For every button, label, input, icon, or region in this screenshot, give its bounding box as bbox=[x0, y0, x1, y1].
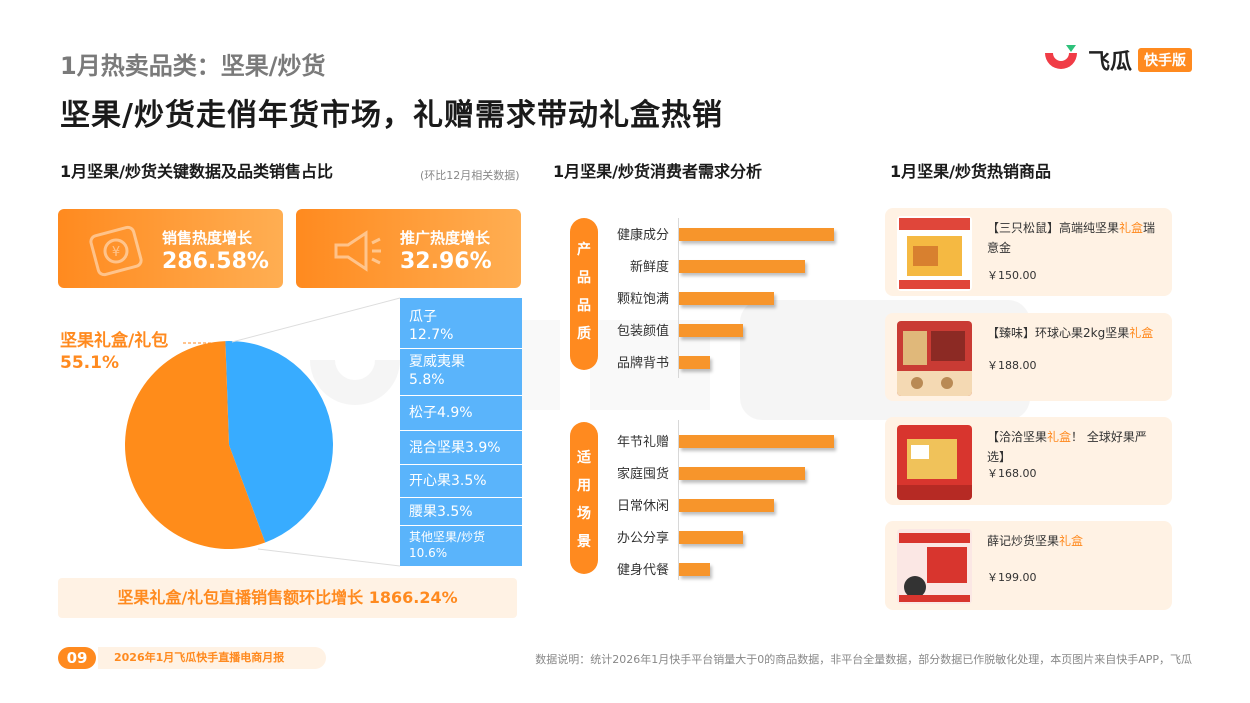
bar-label: 日常休闲 bbox=[616, 499, 669, 514]
product-title: 【三只松鼠】高端纯坚果礼盒瑞意金 bbox=[987, 221, 1156, 255]
product-title: 【洽洽坚果礼盒！ 全球好果严选】 bbox=[987, 430, 1147, 464]
product-image bbox=[897, 529, 972, 604]
pill-char: 场 bbox=[577, 506, 591, 522]
product-price: ￥199.00 bbox=[987, 571, 1037, 584]
bar-label: 家庭囤货 bbox=[616, 467, 669, 482]
zoom-line-bottom bbox=[257, 548, 401, 567]
product-image bbox=[897, 425, 972, 500]
product-card[interactable]: 【三只松鼠】高端纯坚果礼盒瑞意金 ￥150.00 bbox=[885, 208, 1172, 296]
bar bbox=[679, 292, 774, 305]
pill-char: 品 bbox=[577, 270, 591, 286]
left-section-note: (环比12月相关数据) bbox=[420, 169, 520, 182]
pill-char: 景 bbox=[577, 534, 591, 550]
product-image bbox=[897, 216, 972, 291]
feigua-logo-icon bbox=[1044, 45, 1077, 69]
legend-item-name: 松子4.9% bbox=[409, 405, 473, 421]
zoom-line-top bbox=[231, 297, 401, 343]
pie-callout: 坚果礼盒/礼包 55.1% bbox=[60, 330, 168, 374]
product-price: ￥168.00 bbox=[987, 467, 1037, 480]
feigua-logo: 飞瓜 快手版 bbox=[1042, 44, 1192, 76]
pill-char: 产 bbox=[577, 242, 591, 258]
bar-label: 品牌背书 bbox=[616, 356, 669, 371]
legend-item: 腰果3.5% bbox=[400, 498, 522, 526]
bar bbox=[679, 324, 743, 337]
kpi-card-sales-heat: ¥ 销售热度增长 286.58% bbox=[58, 209, 283, 288]
bar-label: 办公分享 bbox=[616, 531, 669, 546]
group-pill-product-quality: 产 品 品 质 bbox=[570, 218, 598, 370]
product-card[interactable]: 【臻味】环球心果2kg坚果礼盒 ￥188.00 bbox=[885, 313, 1172, 401]
legend-item-value: 5.8% bbox=[409, 372, 445, 388]
product-card[interactable]: 薛记炒货坚果礼盒 ￥199.00 bbox=[885, 521, 1172, 610]
legend-item-name: 瓜子 bbox=[409, 309, 437, 325]
bar bbox=[679, 228, 834, 241]
legend-item: 其他坚果/炒货 10.6% bbox=[400, 526, 522, 566]
category-pie-chart bbox=[125, 297, 401, 567]
legend-item: 开心果3.5% bbox=[400, 465, 522, 498]
legend-item: 混合坚果3.9% bbox=[400, 431, 522, 465]
bar-label: 健康成分 bbox=[616, 228, 669, 243]
pill-char: 适 bbox=[577, 450, 591, 466]
kpi-card-promo-heat: 推广热度增长 32.96% bbox=[296, 209, 521, 288]
bar bbox=[679, 563, 710, 576]
growth-banner: 坚果礼盒/礼包直播销售额环比增长 1866.24% bbox=[58, 578, 517, 618]
legend-item: 夏威夷果 5.8% bbox=[400, 349, 522, 396]
page-number: 09 bbox=[58, 647, 96, 669]
legend-item: 瓜子 12.7% bbox=[400, 298, 522, 349]
bar bbox=[679, 467, 805, 480]
logo-name: 飞瓜 bbox=[1087, 50, 1132, 75]
kpi-value: 32.96% bbox=[400, 249, 492, 274]
legend-item-name: 开心果3.5% bbox=[409, 473, 487, 489]
bar-label: 新鲜度 bbox=[629, 260, 669, 275]
money-icon: ¥ bbox=[89, 225, 143, 277]
pill-char: 质 bbox=[577, 326, 591, 342]
bar-label: 健身代餐 bbox=[616, 563, 669, 578]
bar-label: 颗粒饱满 bbox=[616, 292, 669, 307]
axis-line bbox=[678, 218, 679, 378]
legend-item-name: 腰果3.5% bbox=[409, 504, 473, 520]
report-name: 2026年1月飞瓜快手直播电商月报 bbox=[98, 647, 326, 669]
bar bbox=[679, 531, 743, 544]
pill-char: 品 bbox=[577, 298, 591, 314]
bar-label: 年节礼赠 bbox=[616, 435, 669, 450]
product-price: ￥188.00 bbox=[987, 359, 1037, 372]
bar bbox=[679, 356, 710, 369]
product-title: 【臻味】环球心果2kg坚果礼盒 bbox=[987, 326, 1154, 340]
svg-text:¥: ¥ bbox=[112, 245, 120, 260]
bar bbox=[679, 260, 805, 273]
legend-item-value: 12.7% bbox=[409, 327, 454, 343]
logo-badge: 快手版 bbox=[1138, 48, 1192, 72]
legend-item-value: 10.6% bbox=[409, 546, 448, 560]
pill-char: 用 bbox=[577, 478, 591, 494]
legend-item: 松子4.9% bbox=[400, 396, 522, 431]
bar bbox=[679, 499, 774, 512]
kpi-value: 286.58% bbox=[162, 249, 269, 274]
pie-slice-others bbox=[225, 341, 334, 543]
product-price: ￥150.00 bbox=[987, 269, 1037, 282]
legend-item-name: 混合坚果3.9% bbox=[409, 440, 501, 456]
axis-line bbox=[678, 420, 679, 580]
group-pill-usage-scene: 适 用 场 景 bbox=[570, 422, 598, 574]
kpi-label: 推广热度增长 bbox=[400, 229, 491, 247]
right-section-title: 1月坚果/炒货热销商品 bbox=[890, 162, 1051, 181]
pie-legend-panel: 瓜子 12.7% 夏威夷果 5.8% 松子4.9% 混合坚果3.9% 开心果3.… bbox=[400, 298, 522, 566]
product-image bbox=[897, 321, 972, 396]
middle-section-title: 1月坚果/炒货消费者需求分析 bbox=[553, 162, 762, 181]
kpi-label: 销售热度增长 bbox=[162, 229, 253, 247]
legend-item-name: 其他坚果/炒货 bbox=[409, 530, 486, 544]
product-card[interactable]: 【洽洽坚果礼盒！ 全球好果严选】 ￥168.00 bbox=[885, 417, 1172, 505]
pie-callout-name: 坚果礼盒/礼包 bbox=[60, 331, 169, 351]
legend-item-name: 夏威夷果 bbox=[409, 354, 465, 370]
page-title: 坚果/炒货走俏年货市场，礼赠需求带动礼盒热销 bbox=[60, 98, 723, 133]
left-section-title: 1月坚果/炒货关键数据及品类销售占比 bbox=[60, 162, 333, 181]
bar-label: 包装颜值 bbox=[616, 324, 669, 339]
pie-callout-value: 55.1% bbox=[60, 353, 119, 373]
megaphone-icon bbox=[334, 230, 381, 272]
bar bbox=[679, 435, 834, 448]
pie-slice-nut-giftbox bbox=[125, 341, 266, 549]
section-supertitle: 1月热卖品类：坚果/炒货 bbox=[60, 52, 326, 80]
product-title: 薛记炒货坚果礼盒 bbox=[987, 534, 1084, 548]
data-note: 数据说明：统计2026年1月快手平台销量大于0的商品数据，非平台全量数据，部分数… bbox=[535, 653, 1192, 666]
